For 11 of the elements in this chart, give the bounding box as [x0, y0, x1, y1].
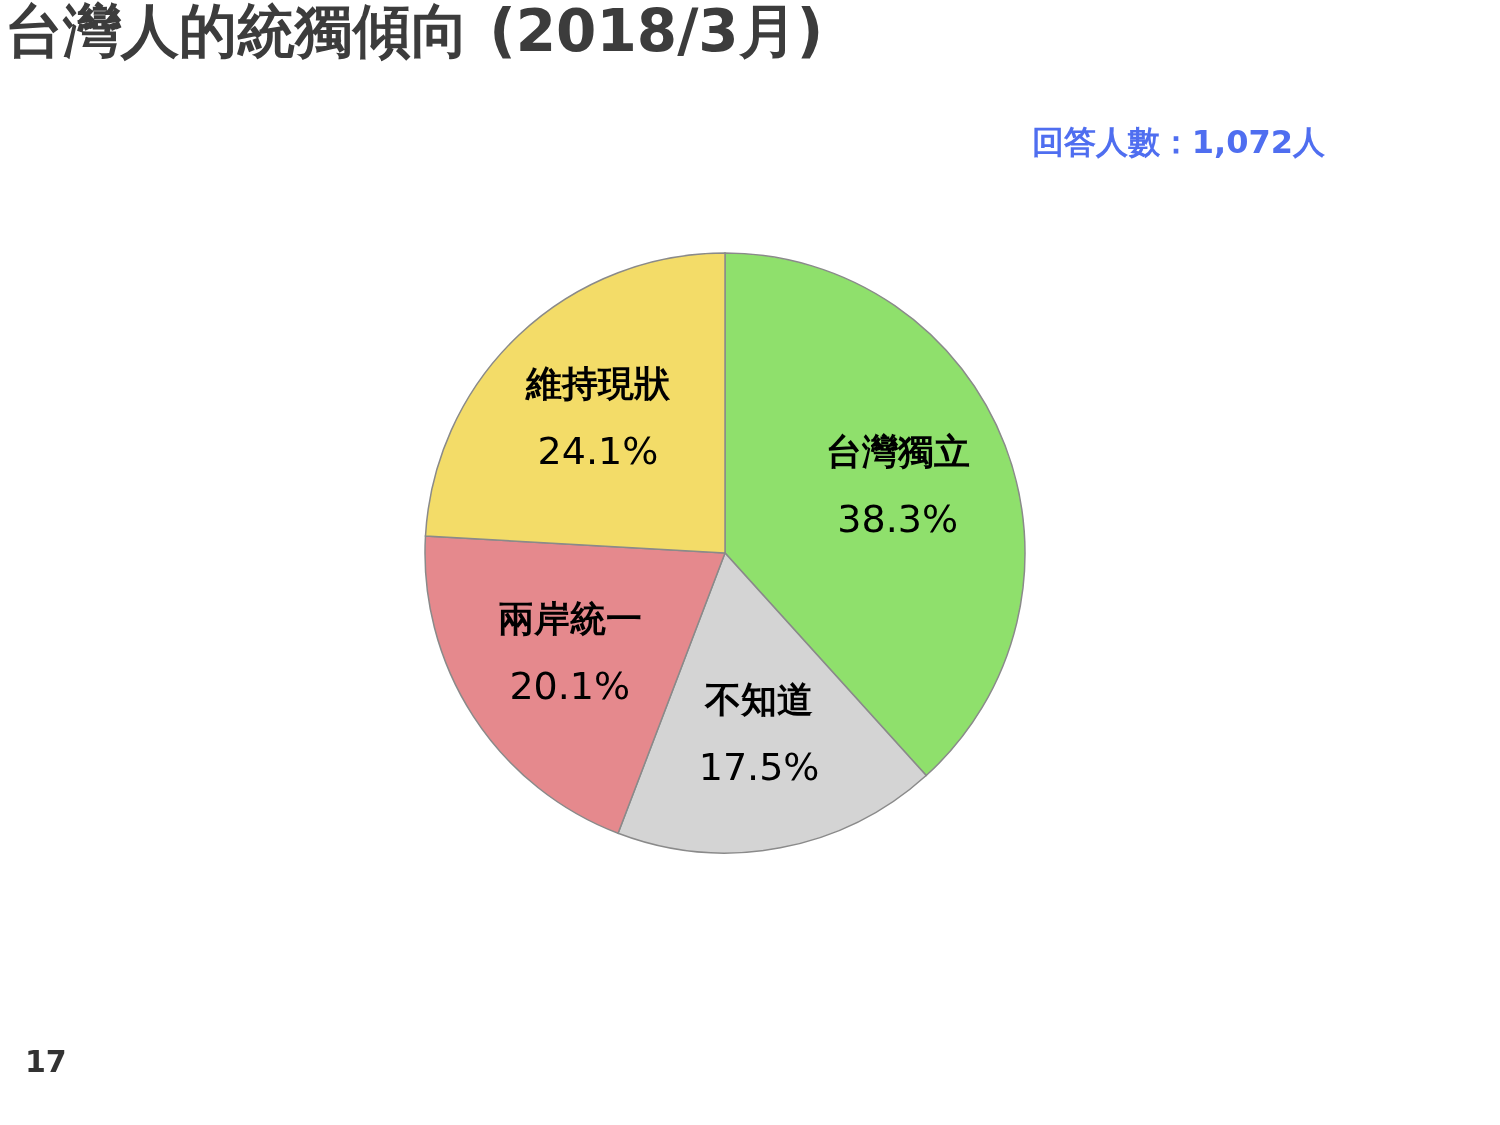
data-label: 17.5%	[698, 744, 820, 789]
slice-label: 台灣獨立	[825, 430, 970, 472]
data-label: 20.1%	[509, 663, 631, 708]
data-label: 24.1%	[537, 428, 659, 473]
text: 回答人數：1,072人	[1031, 123, 1326, 161]
data-label: 38.3%	[837, 496, 958, 541]
slice-label: 不知道	[704, 678, 814, 720]
slice-label: 維持現狀	[524, 362, 671, 404]
slice-label: 兩岸統一	[497, 597, 642, 639]
chart-title: 台灣人的統獨傾向 (2018/3月)	[5, 0, 824, 65]
text: 17	[25, 1044, 67, 1079]
